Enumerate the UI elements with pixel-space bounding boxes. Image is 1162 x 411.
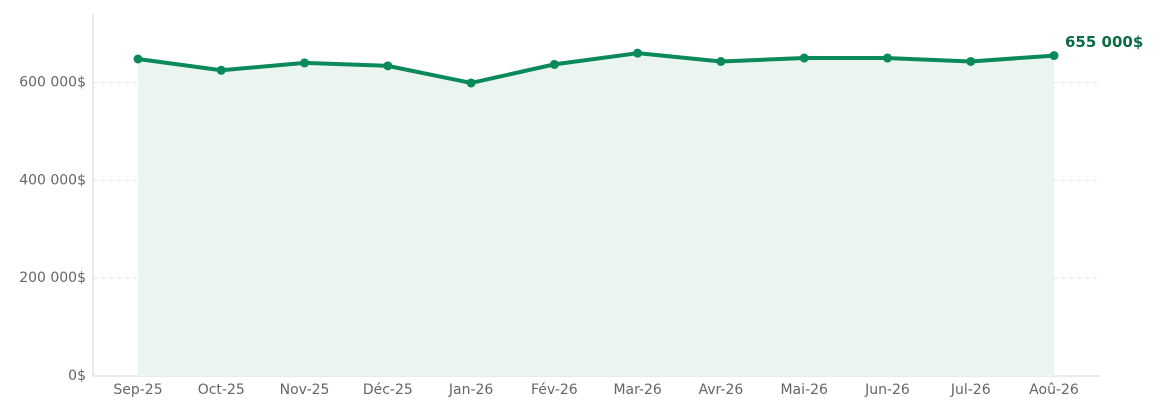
point [1049,51,1059,61]
x-tick-label: Aoû-26 [1029,382,1079,398]
x-tick-label: Avr-26 [699,382,744,398]
area [138,53,1054,377]
point [966,56,976,66]
y-tick-label: 0$ [68,368,86,384]
point [799,53,809,63]
x-tick-label: Jun-26 [864,382,910,398]
x-tick-label: Fév-26 [531,382,578,398]
point [882,53,892,63]
point [549,59,559,69]
line [137,51,1055,85]
x-tick-label: Mar-26 [613,382,661,398]
x-tick-label: Déc-25 [363,382,413,398]
x-tick-label: Jul-26 [950,382,991,398]
x-tick-label: Nov-25 [280,382,330,398]
x-tick-label: Mai-26 [780,382,828,398]
x-tick-label: Jan-26 [448,382,494,398]
point [133,54,143,64]
point [633,48,643,58]
x-tick-label: Sep-25 [113,382,162,398]
point [716,56,726,66]
y-tick-label: 200 000$ [19,270,86,286]
y-tick-label: 400 000$ [19,172,86,188]
value-label: 655 000$ [1065,33,1143,51]
point [466,78,476,88]
point [383,61,393,71]
x-tick-label: Oct-25 [198,382,245,398]
point [216,65,226,75]
y-tick-label: 600 000$ [19,74,86,90]
point [300,58,310,68]
